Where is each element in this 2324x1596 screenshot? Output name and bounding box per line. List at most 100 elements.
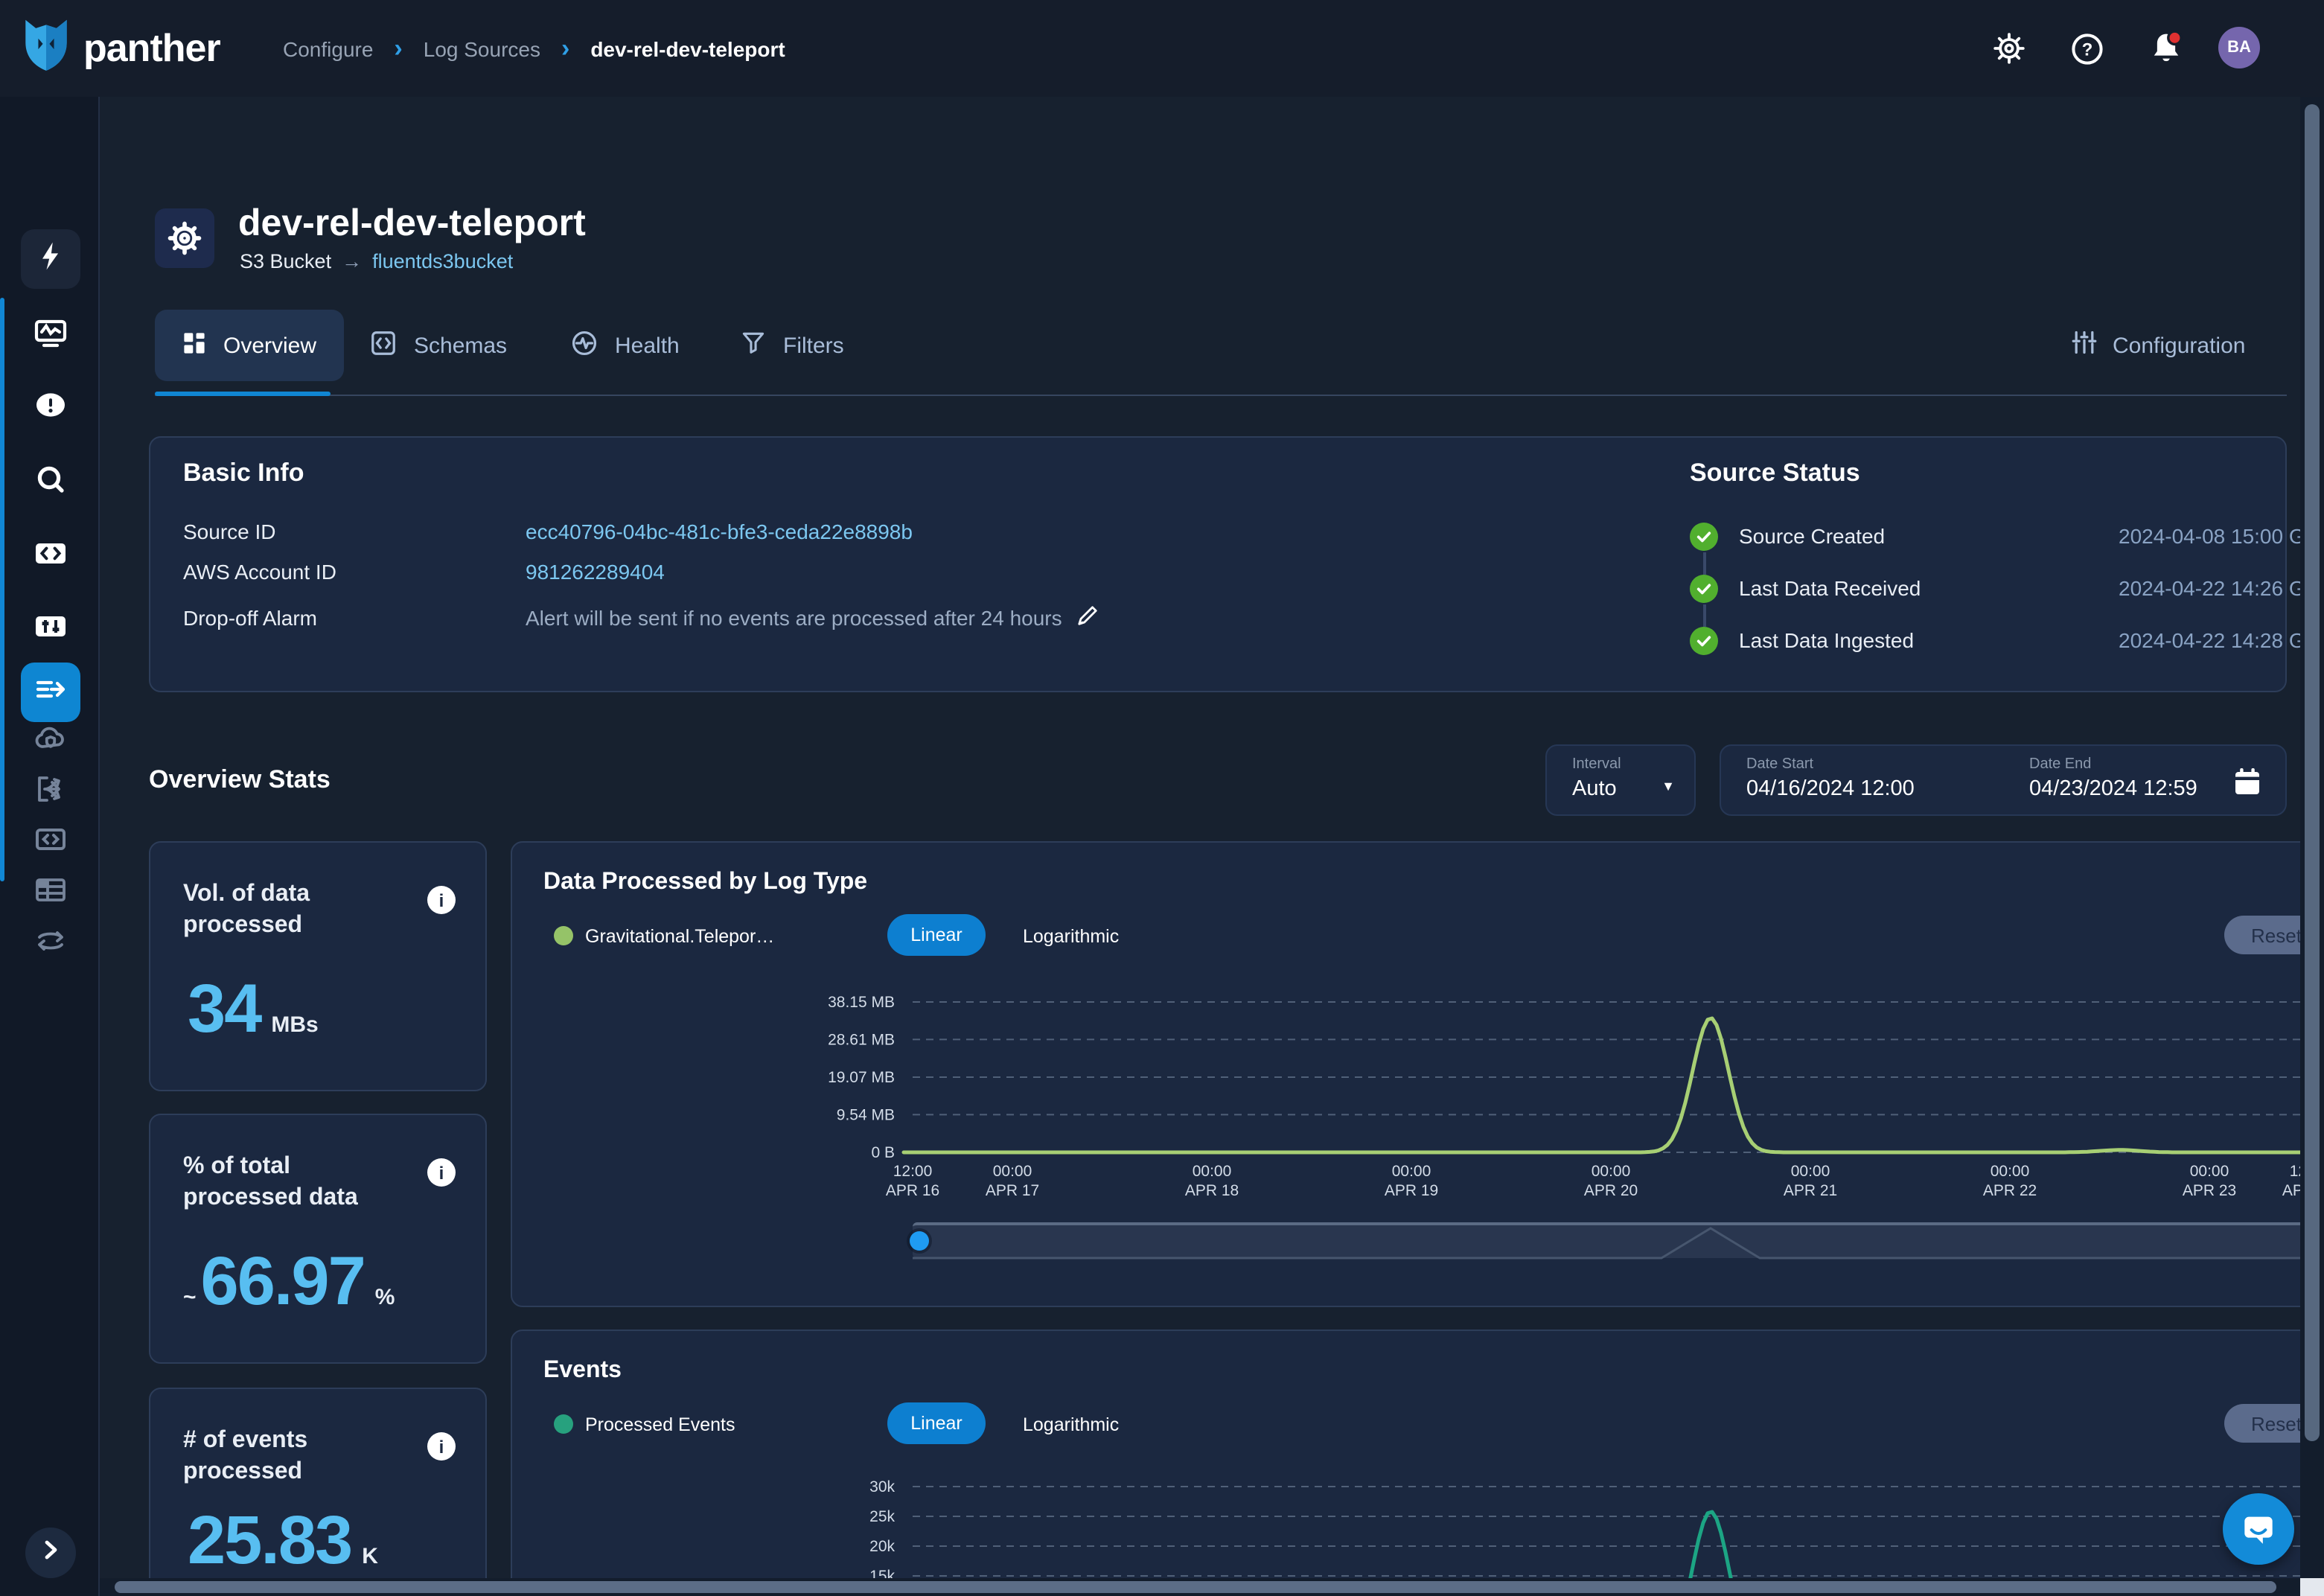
settings-gear-icon[interactable]	[1979, 0, 2038, 97]
linear-toggle[interactable]: Linear	[887, 1402, 986, 1444]
stat-card-title: % of total processed data	[183, 1154, 358, 1210]
tab-schemas[interactable]: Schemas	[369, 310, 507, 381]
horizontal-scrollbar[interactable]	[100, 1578, 2324, 1596]
date-start-label: Date Start	[1746, 756, 1814, 773]
vertical-scrollbar[interactable]	[2300, 97, 2324, 1596]
avatar[interactable]: BA	[2218, 27, 2260, 68]
status-date: 2024-04-22 14:28 GMT-7	[2119, 628, 2324, 652]
breadcrumb-log-sources[interactable]: Log Sources	[423, 36, 540, 60]
filter-funnel-icon	[740, 329, 767, 362]
sidebar-item-log-sources[interactable]	[21, 663, 80, 722]
sidebar-item-data-routing[interactable]	[21, 771, 80, 813]
status-connector	[1703, 604, 1705, 627]
svg-text:00:00: 00:00	[2190, 1163, 2229, 1180]
data-processed-chart-panel: 38.15 MB 28.61 MB 19.07 MB 9.54 MB 0 B 12:00 A…	[511, 841, 2324, 1307]
log-stream-icon	[33, 671, 68, 714]
sidebar-item-code-packs[interactable]	[21, 822, 80, 864]
status-label: Last Data Ingested	[1739, 628, 1915, 652]
sliders-chip-icon	[33, 608, 68, 651]
sidebar-item-data-tables[interactable]	[21, 872, 80, 914]
tab-overview[interactable]: Overview	[155, 310, 344, 381]
edit-pencil-icon[interactable]	[1077, 604, 1099, 631]
help-icon[interactable]: ?	[2058, 0, 2117, 97]
sidebar-item-lightning[interactable]	[21, 229, 80, 289]
stat-value-number: 66.97	[200, 1242, 366, 1319]
svg-text:APR 21: APR 21	[1784, 1182, 1837, 1199]
svg-text:APR 17: APR 17	[986, 1182, 1039, 1199]
aws-account-value[interactable]: 981262289404	[526, 560, 665, 584]
panther-logo-icon	[21, 18, 71, 79]
svg-text:00:00: 00:00	[1991, 1163, 2030, 1180]
source-status-title: Source Status	[1690, 459, 1860, 487]
info-icon[interactable]: i	[427, 886, 456, 914]
svg-text:APR 23: APR 23	[2183, 1182, 2236, 1199]
branch-arrows-icon	[33, 770, 68, 814]
tab-health[interactable]: Health	[570, 310, 680, 381]
sidebar-item-alerts[interactable]	[21, 380, 80, 439]
sidebar-expand-button[interactable]	[25, 1528, 76, 1578]
cloud-shield-icon	[33, 721, 68, 765]
logarithmic-toggle[interactable]: Logarithmic	[1023, 926, 1120, 947]
horizontal-scrollbar-thumb[interactable]	[115, 1581, 2276, 1593]
basic-info-panel: Basic Info Source ID ecc40796-04bc-481c-…	[149, 436, 2324, 692]
status-label: Source Created	[1739, 524, 1886, 548]
stat-value-prefix: ~	[183, 1285, 197, 1310]
tab-overview-label: Overview	[223, 333, 317, 358]
vertical-scrollbar-thumb[interactable]	[2305, 104, 2320, 1441]
info-icon[interactable]: i	[427, 1158, 456, 1187]
interval-dropdown[interactable]: Interval Auto ▼	[1545, 744, 1696, 816]
sidebar-item-detection-tuning[interactable]	[21, 600, 80, 660]
sidebar-item-search[interactable]	[21, 454, 80, 514]
dropoff-alarm-label: Drop-off Alarm	[183, 606, 317, 630]
dropoff-alarm-row: Drop-off Alarm Alert will be sent if no …	[183, 604, 1099, 631]
alert-icon	[33, 388, 68, 431]
tab-filters[interactable]: Filters	[740, 310, 844, 381]
legend-dot	[554, 1414, 573, 1434]
bucket-link[interactable]: fluentds3bucket	[372, 250, 514, 272]
svg-text:APR 22: APR 22	[1983, 1182, 2037, 1199]
slider-handle-left[interactable]	[910, 1231, 929, 1251]
legend-dot	[554, 926, 573, 945]
time-range-slider[interactable]	[910, 1222, 2324, 1260]
source-type-label: S3 Bucket	[240, 250, 332, 272]
breadcrumb-configure[interactable]: Configure	[283, 36, 374, 60]
sidebar-item-code-editor[interactable]	[21, 527, 80, 587]
chat-bubble-icon	[2244, 1516, 2273, 1544]
logarithmic-toggle[interactable]: Logarithmic	[1023, 1414, 1120, 1435]
status-date: 2024-04-08 15:00 GMT-7	[2119, 524, 2324, 548]
sidebar-item-cloud-security[interactable]	[21, 722, 80, 764]
info-icon[interactable]: i	[427, 1432, 456, 1461]
source-id-value[interactable]: ecc40796-04bc-481c-bfe3-ceda22e8898b	[526, 520, 913, 543]
date-end-value[interactable]: 04/23/2024 12:59	[2029, 777, 2197, 801]
stat-card-percent: % of total processed data i ~ 66.97 %	[149, 1114, 487, 1364]
chat-widget-button[interactable]	[2223, 1493, 2294, 1565]
svg-text:25k: 25k	[869, 1508, 895, 1525]
sidebar-item-data-sync[interactable]	[21, 923, 80, 965]
stat-value-unit: %	[374, 1285, 395, 1310]
legend-label[interactable]: Processed Events	[585, 1414, 735, 1435]
panther-logo[interactable]: panther	[21, 18, 221, 79]
svg-text:APR 16: APR 16	[886, 1182, 939, 1199]
configuration-button[interactable]: Configuration	[2071, 310, 2245, 381]
grid-icon	[182, 330, 207, 361]
arrow-right-icon: →	[342, 250, 363, 272]
date-start-value[interactable]: 04/16/2024 12:00	[1746, 777, 1915, 801]
activity-monitor-icon	[33, 315, 68, 358]
legend-label[interactable]: Gravitational.Telepor…	[585, 926, 775, 947]
code-chip-icon	[33, 535, 68, 578]
svg-text:9.54 MB: 9.54 MB	[837, 1106, 895, 1123]
check-circle-icon	[1690, 626, 1718, 654]
data-processed-chart[interactable]: 38.15 MB 28.61 MB 19.07 MB 9.54 MB 0 B 12:00 A…	[512, 843, 2324, 1309]
sidebar-item-activity-monitor[interactable]	[21, 307, 80, 366]
table-icon	[33, 872, 68, 915]
code-window-icon	[33, 821, 68, 864]
svg-text:APR 20: APR 20	[1584, 1182, 1638, 1199]
linear-toggle[interactable]: Linear	[887, 914, 986, 956]
date-range-picker[interactable]: Date Start 04/16/2024 12:00 Date End 04/…	[1720, 744, 2287, 816]
notifications-bell-icon[interactable]	[2136, 0, 2196, 97]
status-row-created: Source Created 2024-04-08 15:00 GMT-7	[1690, 518, 2324, 554]
svg-text:38.15 MB: 38.15 MB	[828, 994, 895, 1011]
calendar-icon[interactable]	[2233, 767, 2261, 804]
stat-card-title: Vol. of data processed	[183, 881, 310, 938]
